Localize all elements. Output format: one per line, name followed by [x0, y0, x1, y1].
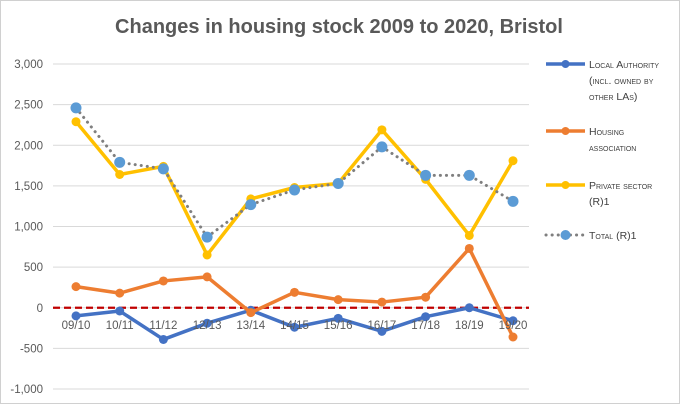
legend-label-line: Total (R)1 — [589, 230, 637, 242]
legend: Local Authority (incl. owned by other LAs)… — [544, 59, 659, 242]
data-point — [201, 231, 213, 243]
y-tick-label: 500 — [24, 262, 43, 274]
legend-item: Total (R)1 — [544, 230, 637, 242]
data-point — [333, 313, 343, 323]
x-tick-label: 14/15 — [280, 320, 309, 332]
data-point — [245, 199, 257, 211]
x-tick-label: 19/20 — [499, 320, 528, 332]
data-point — [246, 308, 256, 318]
data-point — [463, 169, 475, 181]
legend-label-line: (incl. owned by — [589, 75, 654, 87]
legend-label-line: Local Authority — [589, 59, 659, 71]
legend-label-line: other LAs) — [589, 91, 637, 103]
x-tick-label: 16/17 — [368, 320, 397, 332]
gridlines — [53, 63, 529, 390]
data-point — [71, 311, 81, 321]
data-point — [421, 292, 431, 302]
legend-label-line: Private sector — [589, 180, 652, 192]
data-point — [202, 272, 212, 282]
x-tick-label: 09/10 — [62, 320, 91, 332]
data-point — [508, 316, 518, 326]
series-1 — [71, 243, 518, 342]
data-point — [333, 295, 343, 305]
legend-label: Housing association — [589, 126, 636, 154]
data-point — [420, 169, 432, 181]
series-group — [70, 102, 519, 344]
y-tick-label: 3,000 — [14, 59, 43, 71]
legend-marker — [561, 60, 570, 68]
data-point — [421, 312, 431, 322]
legend-label: Total (R)1 — [589, 230, 637, 242]
y-tick-label: 1,500 — [14, 181, 43, 193]
data-point — [377, 297, 387, 307]
data-point — [464, 243, 474, 253]
y-axis-tick-labels: -1,000 -500 0 500 1,000 1,500 2,000 2,500 3,000 — [10, 59, 43, 396]
x-tick-label: 18/19 — [455, 320, 484, 332]
data-point — [158, 276, 168, 286]
data-point — [115, 288, 125, 298]
data-point — [114, 156, 126, 168]
legend-item: Housing association — [546, 126, 636, 154]
x-tick-label: 13/14 — [236, 320, 265, 332]
data-point — [332, 177, 344, 189]
data-point — [71, 282, 81, 292]
legend-label: Private sector (R)1 — [589, 180, 652, 208]
data-point — [508, 156, 518, 166]
data-point — [115, 306, 125, 316]
data-point — [464, 230, 474, 240]
x-tick-label: 11/12 — [149, 320, 177, 332]
legend-label-line: association — [589, 142, 636, 154]
series-line — [74, 106, 515, 240]
y-tick-label: 2,500 — [14, 100, 43, 112]
data-point — [115, 170, 125, 179]
x-tick-label: 15/16 — [324, 320, 353, 332]
data-point — [71, 117, 81, 127]
data-point — [377, 125, 387, 135]
legend-label-line: Housing — [589, 126, 624, 138]
data-point — [290, 322, 299, 332]
data-point — [202, 318, 212, 328]
series-0 — [71, 303, 518, 344]
series-3 — [70, 102, 519, 243]
data-point — [289, 184, 300, 196]
chart-title: Changes in housing stock 2009 to 2020, B… — [115, 16, 563, 38]
legend-item: Private sector (R)1 — [546, 180, 652, 208]
y-tick-label: -500 — [20, 343, 43, 355]
legend-label-line: (R)1 — [589, 196, 610, 208]
x-tick-label: 10/11 — [106, 320, 134, 332]
data-point — [158, 334, 168, 344]
x-tick-label: 12/13 — [193, 320, 222, 332]
data-point — [70, 102, 82, 114]
data-point — [464, 303, 474, 313]
legend-marker — [561, 127, 570, 135]
legend-item: Local Authority (incl. owned by other LAs) — [546, 59, 659, 103]
y-tick-label: -1,000 — [10, 384, 43, 396]
data-point — [290, 287, 299, 297]
data-point — [376, 141, 388, 153]
legend-marker — [561, 181, 570, 189]
y-tick-label: 1,000 — [14, 222, 43, 234]
data-point — [508, 332, 518, 342]
data-point — [202, 250, 212, 260]
y-tick-label: 2,000 — [14, 140, 43, 152]
legend-label: Local Authority (incl. owned by other LAs) — [589, 59, 659, 103]
x-tick-label: 17/18 — [411, 320, 440, 332]
x-axis-tick-labels: 09/10 10/11 11/12 12/13 13/14 14/15 15/16 16/17… — [62, 320, 528, 332]
data-point — [507, 195, 519, 207]
legend-marker — [560, 230, 571, 240]
data-point — [377, 326, 387, 336]
y-tick-label: 0 — [37, 303, 43, 315]
data-point — [157, 163, 169, 175]
